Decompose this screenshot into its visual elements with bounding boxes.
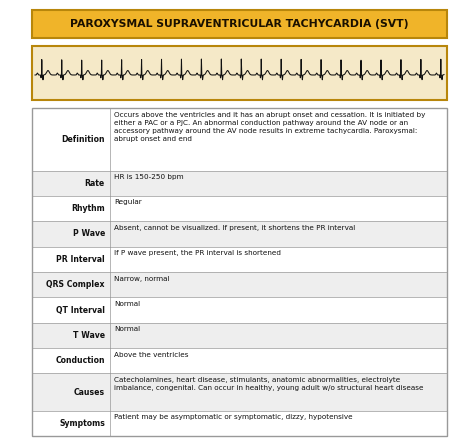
Bar bbox=[32, 411, 447, 436]
Bar bbox=[32, 196, 447, 221]
Bar bbox=[32, 272, 447, 297]
Text: Above the ventricles: Above the ventricles bbox=[114, 352, 189, 357]
Bar bbox=[32, 171, 447, 196]
Text: Normal: Normal bbox=[114, 301, 140, 307]
Bar bbox=[32, 247, 447, 272]
Text: Occurs above the ventricles and it has an abrupt onset and cessation. It is init: Occurs above the ventricles and it has a… bbox=[114, 112, 425, 141]
Text: QRS Complex: QRS Complex bbox=[46, 280, 105, 289]
Bar bbox=[32, 297, 447, 323]
Text: Definition: Definition bbox=[62, 135, 105, 144]
Text: Rhythm: Rhythm bbox=[71, 204, 105, 213]
Text: Catecholamines, heart disease, stimulants, anatomic abnormalities, electrolyte
i: Catecholamines, heart disease, stimulant… bbox=[114, 377, 423, 391]
Text: QT Interval: QT Interval bbox=[56, 306, 105, 314]
Text: P Wave: P Wave bbox=[73, 230, 105, 238]
Text: Symptoms: Symptoms bbox=[59, 419, 105, 428]
Text: If P wave present, the PR interval is shortened: If P wave present, the PR interval is sh… bbox=[114, 250, 281, 256]
Text: Rate: Rate bbox=[85, 179, 105, 188]
Text: HR is 150-250 bpm: HR is 150-250 bpm bbox=[114, 174, 183, 180]
Bar bbox=[32, 46, 447, 100]
Text: Patient may be asymptomatic or symptomatic, dizzy, hypotensive: Patient may be asymptomatic or symptomat… bbox=[114, 414, 353, 420]
Bar bbox=[32, 10, 447, 38]
Bar bbox=[32, 323, 447, 348]
Text: Narrow, normal: Narrow, normal bbox=[114, 276, 170, 282]
Text: Regular: Regular bbox=[114, 199, 142, 205]
Text: Normal: Normal bbox=[114, 326, 140, 332]
Bar bbox=[32, 108, 447, 436]
Text: Conduction: Conduction bbox=[55, 356, 105, 365]
Text: PR Interval: PR Interval bbox=[56, 255, 105, 264]
Bar bbox=[32, 373, 447, 411]
Text: Absent, cannot be visualized. If present, it shortens the PR interval: Absent, cannot be visualized. If present… bbox=[114, 225, 355, 231]
Bar bbox=[32, 108, 447, 171]
Text: Causes: Causes bbox=[74, 388, 105, 396]
Text: PAROXYSMAL SUPRAVENTRICULAR TACHYCARDIA (SVT): PAROXYSMAL SUPRAVENTRICULAR TACHYCARDIA … bbox=[70, 19, 409, 29]
Bar bbox=[32, 221, 447, 247]
Text: T Wave: T Wave bbox=[73, 331, 105, 340]
Bar bbox=[32, 348, 447, 373]
